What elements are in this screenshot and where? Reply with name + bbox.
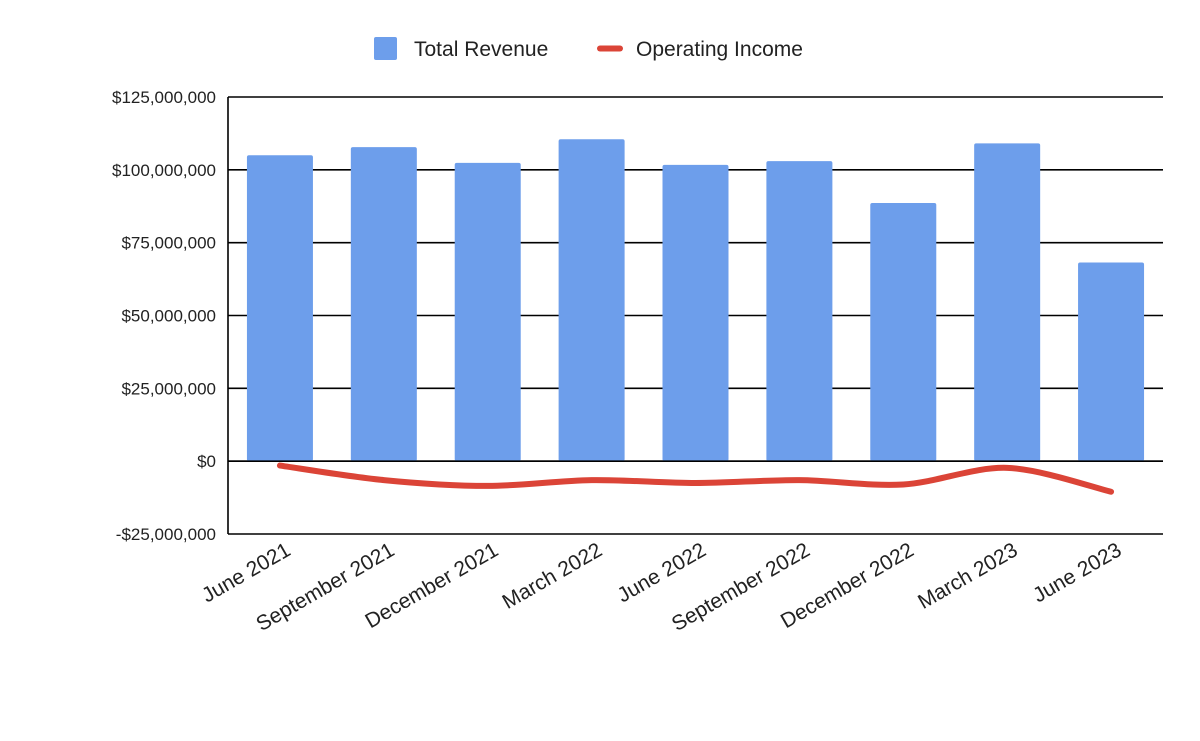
y-tick-label-3: $50,000,000 (121, 307, 216, 326)
bar-7 (974, 143, 1041, 462)
bar-2 (454, 162, 521, 462)
bar-5 (766, 161, 833, 462)
y-tick-label-1: $0 (197, 452, 216, 471)
y-tick-label-0: -$25,000,000 (116, 525, 216, 544)
y-tick-label-2: $25,000,000 (121, 379, 216, 398)
legend-label-total-revenue: Total Revenue (414, 38, 548, 61)
bar-4 (662, 164, 729, 462)
y-tick-label-6: $125,000,000 (112, 88, 216, 107)
line-series-operating-income (276, 462, 1115, 495)
y-tick-label-5: $100,000,000 (112, 161, 216, 180)
operating-income-line (276, 462, 1115, 495)
bar-8 (1078, 262, 1145, 462)
bar-0 (246, 155, 313, 462)
legend-swatch-total-revenue (374, 37, 397, 60)
x-tick-label-0: June 2021 (198, 538, 294, 607)
legend: Total Revenue Operating Income (374, 37, 803, 61)
x-tick-label-4: June 2022 (614, 538, 710, 607)
bar-3 (558, 139, 625, 462)
y-tick-label-4: $75,000,000 (121, 234, 216, 253)
y-axis-tick-labels: -$25,000,000 $0 $25,000,000 $50,000,000 $75,… (112, 88, 216, 544)
bar-1 (350, 147, 417, 462)
bar-6 (870, 203, 937, 462)
bar-series-total-revenue (228, 139, 1163, 462)
x-tick-label-7: March 2023 (914, 538, 1022, 613)
x-tick-label-3: March 2022 (499, 538, 607, 613)
legend-label-operating-income: Operating Income (636, 38, 803, 61)
x-tick-label-8: June 2023 (1029, 538, 1125, 607)
